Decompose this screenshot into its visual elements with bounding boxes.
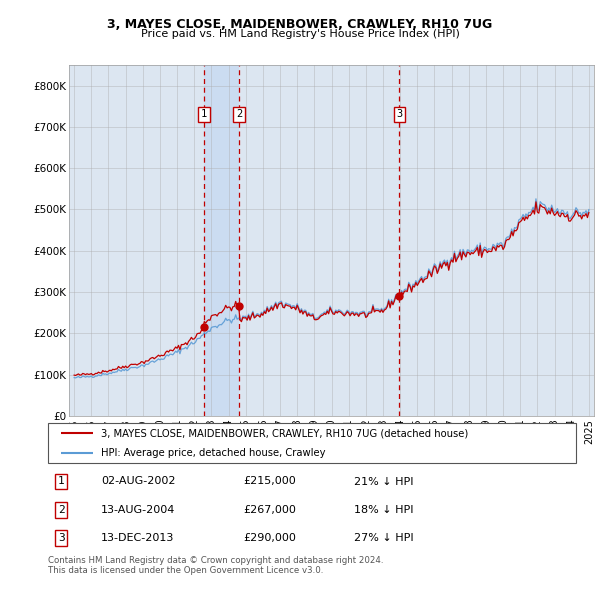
Text: 21% ↓ HPI: 21% ↓ HPI	[354, 477, 414, 487]
Text: 1: 1	[58, 477, 65, 487]
FancyBboxPatch shape	[48, 423, 576, 463]
Text: Contains HM Land Registry data © Crown copyright and database right 2024.
This d: Contains HM Land Registry data © Crown c…	[48, 556, 383, 575]
Text: 3: 3	[396, 110, 403, 119]
Bar	[204, 65, 239, 416]
Text: Price paid vs. HM Land Registry's House Price Index (HPI): Price paid vs. HM Land Registry's House …	[140, 29, 460, 39]
Text: 3, MAYES CLOSE, MAIDENBOWER, CRAWLEY, RH10 7UG (detached house): 3, MAYES CLOSE, MAIDENBOWER, CRAWLEY, RH…	[101, 428, 468, 438]
Text: 18% ↓ HPI: 18% ↓ HPI	[354, 504, 414, 514]
Text: 3, MAYES CLOSE, MAIDENBOWER, CRAWLEY, RH10 7UG: 3, MAYES CLOSE, MAIDENBOWER, CRAWLEY, RH…	[107, 18, 493, 31]
Text: 13-DEC-2013: 13-DEC-2013	[101, 533, 174, 543]
Text: 1: 1	[201, 110, 208, 119]
Text: £290,000: £290,000	[244, 533, 296, 543]
Text: £215,000: £215,000	[244, 477, 296, 487]
Text: 27% ↓ HPI: 27% ↓ HPI	[354, 533, 414, 543]
Text: £267,000: £267,000	[244, 504, 296, 514]
Text: 3: 3	[58, 533, 65, 543]
Text: 2: 2	[236, 110, 242, 119]
Text: HPI: Average price, detached house, Crawley: HPI: Average price, detached house, Craw…	[101, 448, 325, 458]
Text: 13-AUG-2004: 13-AUG-2004	[101, 504, 175, 514]
Text: 2: 2	[58, 504, 65, 514]
Text: 02-AUG-2002: 02-AUG-2002	[101, 477, 175, 487]
